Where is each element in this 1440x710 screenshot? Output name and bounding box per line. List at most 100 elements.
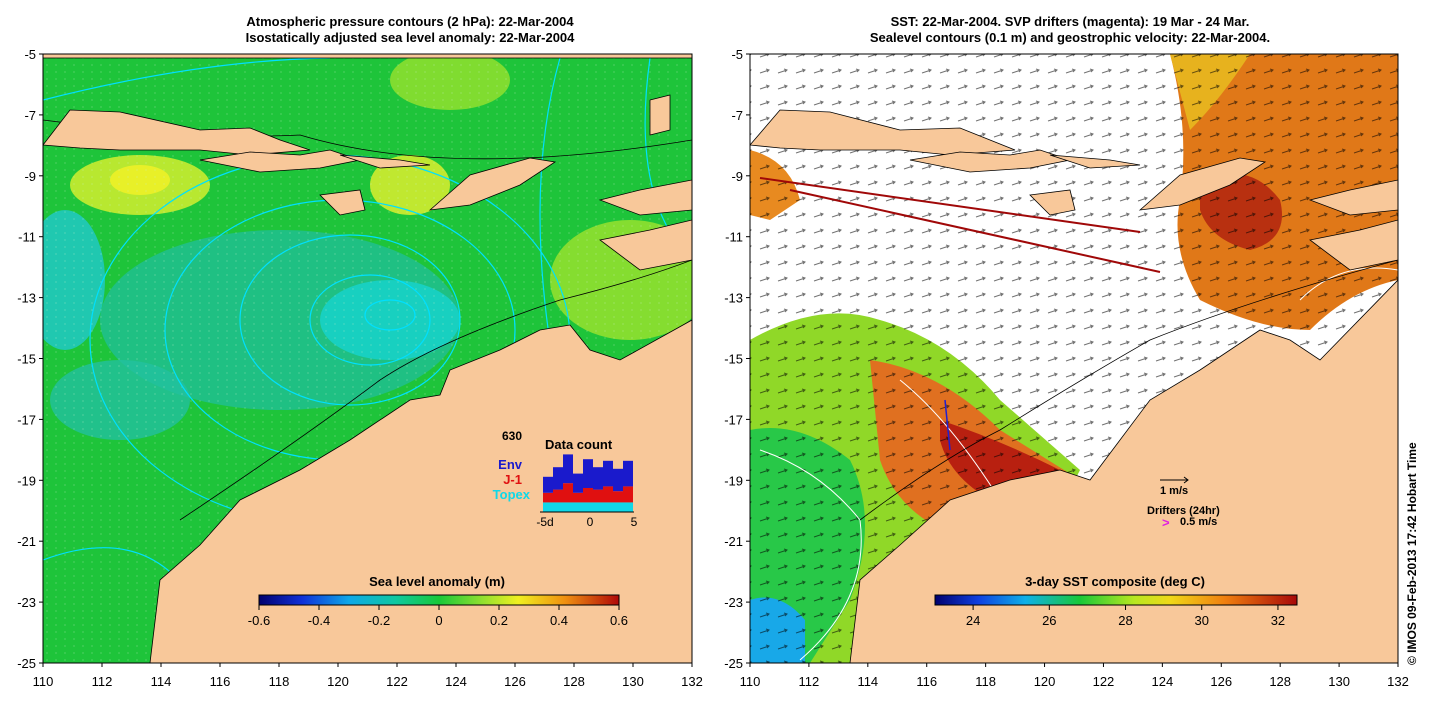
sla-colorbar-ticks: -0.6 -0.4 -0.2 0 0.2 0.4 0.6 — [248, 605, 628, 628]
left-x-tick-label: 118 — [269, 674, 290, 689]
sla-colorbar-tick-label: 0 — [435, 613, 442, 628]
count-bar-j1 — [543, 492, 553, 503]
left-y-tick-label: -23 — [17, 595, 36, 610]
drifter-track — [944, 399, 951, 451]
right-x-tick-label: 130 — [1328, 674, 1350, 689]
sst-colorbar-gradient — [934, 594, 1298, 606]
count-bar-j1 — [613, 491, 623, 503]
right-y-tick-label: -11 — [725, 230, 743, 245]
right-y-tick-label: -5 — [731, 47, 743, 62]
count-bar-topex — [593, 502, 603, 512]
count-bar-topex — [613, 502, 623, 512]
left-y-tick-label: -5 — [24, 47, 36, 62]
left-map: -5 -7 -9 -11 -13 -15 -17 -19 -21 -23 -25 110 112 114… — [17, 47, 703, 689]
right-y-tick-label: -13 — [724, 291, 743, 306]
sla-colorbar-tick-label: 0.4 — [550, 613, 568, 628]
right-y-tick-label: -19 — [724, 473, 743, 488]
right-x-tick-label: 126 — [1210, 674, 1232, 689]
sst-colorbar-tick-label: 28 — [1118, 613, 1132, 628]
right-y-axis: -5 -7 -9 -11 -13 -15 -17 -19 -21 -23 -25 — [724, 47, 750, 671]
left-y-tick-label: -11 — [18, 230, 36, 245]
right-map-title: SST: 22-Mar-2004. SVP drifters (magenta)… — [780, 14, 1360, 46]
velocity-scale-label: 1 m/s — [1160, 485, 1188, 497]
count-bar-topex — [583, 502, 593, 512]
count-bar-env — [583, 459, 593, 488]
right-y-tick-label: -9 — [731, 169, 743, 184]
bathymetry-line-shelf — [179, 259, 692, 521]
count-bar-topex — [543, 502, 553, 512]
left-x-tick-label: 120 — [327, 674, 349, 689]
left-x-tick-label: 132 — [681, 674, 703, 689]
left-y-axis: -5 -7 -9 -11 -13 -15 -17 -19 -21 -23 -25 — [17, 47, 43, 671]
sla-colorbar-tick-label: 0.6 — [610, 613, 628, 628]
sst-colorbar-title: 3-day SST composite (deg C) — [1025, 574, 1205, 589]
data-count-tick-mid: 0 — [587, 515, 594, 529]
count-bar-env — [543, 476, 553, 493]
left-y-tick-label: -9 — [24, 169, 36, 184]
left-x-tick-label: 128 — [563, 674, 585, 689]
sla-colorbar-tick-label: -0.4 — [308, 613, 330, 628]
count-bar-topex — [603, 502, 613, 512]
right-title-line2: Sealevel contours (0.1 m) and geostrophi… — [869, 30, 1271, 45]
right-x-tick-label: 132 — [1387, 674, 1409, 689]
right-y-tick-label: -15 — [724, 352, 743, 367]
count-bar-env — [553, 467, 563, 490]
count-bar-env — [623, 460, 633, 487]
sla-colorbar-tick-label: -0.2 — [368, 613, 390, 628]
right-x-tick-label: 124 — [1152, 674, 1174, 689]
right-x-tick-label: 118 — [975, 674, 996, 689]
right-y-tick-label: -21 — [724, 534, 743, 549]
sst-bathymetry-line — [859, 259, 1398, 521]
left-x-tick-label: 126 — [504, 674, 526, 689]
left-x-tick-label: 122 — [386, 674, 408, 689]
data-count-title: Data count — [545, 437, 613, 452]
right-y-tick-label: -17 — [724, 412, 743, 427]
track-line-1 — [759, 177, 1141, 233]
left-x-tick-label: 112 — [92, 674, 113, 689]
right-x-tick-label: 110 — [740, 674, 761, 689]
left-y-tick-label: -19 — [17, 473, 36, 488]
count-bar-topex — [573, 502, 583, 512]
count-bar-env — [593, 467, 603, 490]
count-bar-j1 — [563, 483, 573, 503]
left-y-tick-label: -15 — [17, 352, 36, 367]
left-title-line2: Isostatically adjusted sea level anomaly… — [245, 30, 575, 45]
data-count-total: 630 — [502, 429, 522, 443]
sst-land-areas — [750, 109, 1398, 663]
count-bar-j1 — [583, 488, 593, 503]
left-y-tick-label: -13 — [17, 291, 36, 306]
drifter-speed-label: 0.5 m/s — [1180, 516, 1217, 528]
sst-colorbar: 3-day SST composite (deg C) 24 26 28 30 32 — [934, 574, 1298, 628]
left-x-tick-label: 130 — [622, 674, 644, 689]
left-y-tick-label: -7 — [24, 108, 36, 123]
sla-colorbar-gradient — [258, 594, 620, 606]
legend-topex: Topex — [493, 487, 531, 502]
right-x-tick-label: 128 — [1269, 674, 1291, 689]
sst-colorbar-ticks: 24 26 28 30 32 — [966, 605, 1285, 628]
data-count-tick-start: -5d — [536, 515, 553, 529]
left-x-axis: 110 112 114 116 118 120 122 124 126 128 130 132 — [33, 663, 703, 689]
count-bar-env — [573, 473, 583, 493]
right-title-line1: SST: 22-Mar-2004. SVP drifters (magenta)… — [890, 14, 1250, 29]
right-map: -5 -7 -9 -11 -13 -15 -17 -19 -21 -23 -25 110 112 114… — [724, 47, 1409, 689]
right-x-tick-label: 112 — [799, 674, 820, 689]
land-areas — [43, 54, 692, 663]
sla-colorbar: Sea level anomaly (m) -0.6 -0.4 -0.2 0 0.2 0.… — [248, 574, 628, 628]
count-bar-j1 — [573, 492, 583, 503]
data-count-tick-end: 5 — [631, 515, 638, 529]
sst-colorbar-tick-label: 26 — [1042, 613, 1056, 628]
left-y-tick-label: -17 — [17, 412, 36, 427]
count-bar-j1 — [593, 489, 603, 503]
left-x-tick-label: 114 — [151, 674, 172, 689]
left-x-tick-label: 116 — [210, 674, 231, 689]
legend-j1: J-1 — [503, 472, 522, 487]
right-y-tick-label: -25 — [724, 656, 743, 671]
sst-colorbar-tick-label: 24 — [966, 613, 980, 628]
right-x-axis: 110 112 114 116 118 120 122 124 126 128 130 132 — [740, 663, 1409, 689]
count-bar-topex — [563, 502, 573, 512]
sst-colorbar-tick-label: 30 — [1195, 613, 1209, 628]
copyright-notice: © IMOS 09-Feb-2013 17:42 Hobart Time — [1405, 442, 1419, 665]
drifters-label: Drifters (24hr) — [1147, 505, 1220, 517]
right-y-tick-label: -7 — [731, 108, 743, 123]
